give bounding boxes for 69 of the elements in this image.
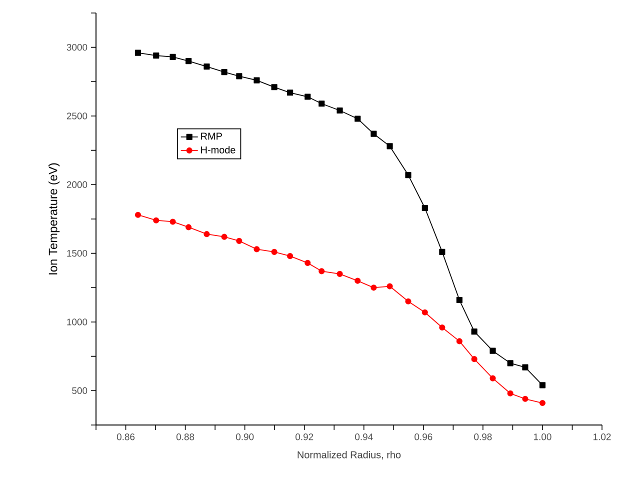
y-tick-label: 1500 (67, 250, 88, 257)
point (134, 212, 142, 218)
point (522, 396, 528, 402)
point (422, 204, 428, 212)
y-tick-label: 500 (72, 387, 88, 394)
x-axis-title: Normalized Radius, rho (298, 451, 401, 460)
x-tick-label: 0.92 (296, 433, 314, 440)
x-tick-label: 0.90 (236, 433, 254, 440)
point (287, 90, 294, 96)
point (456, 296, 462, 304)
x-tick-label: 0.96 (414, 433, 432, 440)
x-tick-label: 0.86 (116, 433, 135, 440)
point (153, 217, 160, 224)
point (271, 84, 278, 90)
point (539, 382, 546, 388)
point (254, 77, 260, 84)
point (507, 390, 514, 396)
point (405, 298, 412, 304)
point (539, 400, 546, 406)
point (153, 52, 160, 59)
y-tick-label: 1000 (67, 318, 88, 326)
x-tick-label: 0.94 (355, 433, 373, 440)
point (304, 94, 311, 100)
point (221, 234, 228, 240)
point (204, 231, 210, 238)
point (439, 248, 446, 255)
y-tick-label: 2500 (66, 112, 88, 120)
point (170, 218, 176, 225)
point (490, 375, 496, 382)
point (386, 143, 393, 150)
point (236, 238, 242, 244)
point (422, 309, 428, 316)
point (354, 116, 361, 122)
point (336, 107, 343, 114)
point (354, 278, 361, 284)
point (304, 260, 311, 266)
point (318, 268, 325, 274)
point (386, 283, 393, 290)
point (370, 130, 377, 137)
point (456, 338, 462, 344)
point (186, 58, 192, 64)
point (471, 328, 478, 335)
x-tick-label: 1.00 (534, 433, 552, 440)
point (221, 69, 228, 76)
point (204, 64, 210, 70)
point (271, 248, 278, 255)
x-tick-label: 0.88 (176, 433, 194, 440)
point (507, 360, 514, 366)
point (439, 324, 446, 331)
point (490, 348, 496, 354)
legend-label: RMP (201, 132, 222, 140)
y-tick-label: 3000 (66, 44, 88, 51)
legend-label: H-mode (201, 146, 236, 154)
point (236, 73, 242, 80)
point (186, 224, 192, 230)
x-tick-label: 0.98 (474, 433, 492, 440)
point (134, 50, 142, 56)
y-axis-title: Ion Temperature (eV) (48, 163, 60, 274)
point (287, 253, 294, 260)
point (318, 100, 325, 107)
point (336, 270, 343, 277)
y-tick-label: 2000 (66, 181, 88, 188)
point (522, 364, 528, 370)
x-tick-label: 1.02 (594, 433, 611, 440)
point (405, 172, 412, 178)
point (254, 246, 260, 252)
point (471, 356, 478, 362)
point (370, 284, 377, 291)
point (170, 54, 176, 60)
